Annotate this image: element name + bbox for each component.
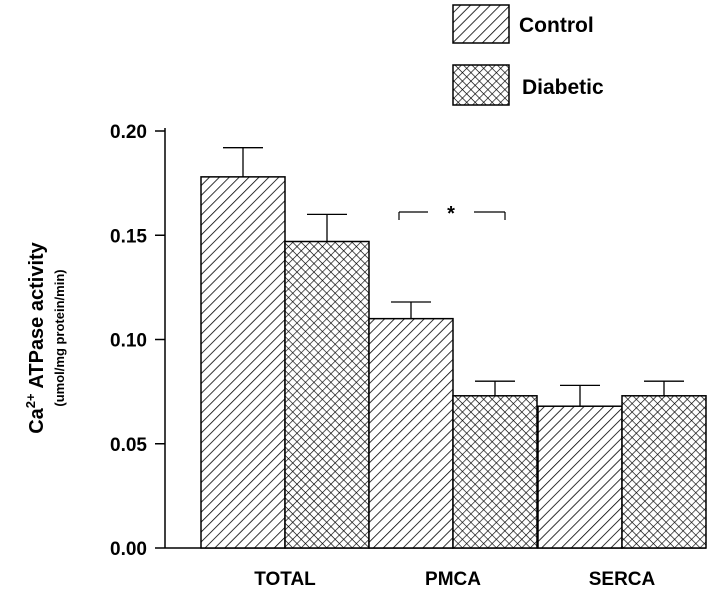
significance-star: *	[447, 203, 455, 225]
bar-diabetic-pmca	[452, 395, 538, 549]
category-label-total: TOTAL	[254, 569, 316, 590]
error-bars	[223, 147, 684, 407]
y-tick-label: 0.20	[110, 122, 147, 143]
y-tick-label: 0.00	[110, 539, 147, 560]
y-axis-unit: (umol/mg protein/min)	[52, 269, 67, 406]
y-tick-label: 0.15	[110, 226, 147, 247]
y-tick-label: 0.05	[110, 435, 147, 456]
bar-control-total	[200, 176, 286, 549]
category-label-pmca: PMCA	[425, 569, 481, 590]
bar-diabetic-total	[284, 240, 370, 549]
legend-label-control: Control	[519, 14, 594, 37]
y-tick-label: 0.10	[110, 331, 147, 352]
legend: Control Diabetic	[452, 4, 604, 106]
y-ticks: 0.00 0.05 0.10 0.15 0.20	[110, 122, 165, 560]
category-label-serca: SERCA	[589, 569, 656, 590]
bar-control-pmca	[368, 317, 454, 549]
significance-bracket: *	[398, 203, 506, 225]
bar-diabetic-serca	[621, 395, 707, 549]
y-axis-title-sup: 2+	[23, 393, 38, 408]
legend-swatch-diabetic	[452, 64, 510, 106]
y-axis-label: Ca2+ ATPase activity (umol/mg protein/mi…	[23, 241, 67, 433]
legend-swatch-control	[452, 4, 510, 44]
y-axis-title: Ca2+ ATPase activity	[23, 241, 48, 433]
legend-label-diabetic: Diabetic	[522, 76, 604, 99]
bar-control-serca	[537, 405, 623, 549]
y-axis-title-ca: Ca	[26, 407, 48, 433]
bars	[200, 176, 707, 549]
category-labels: TOTAL PMCA SERCA	[254, 569, 655, 590]
y-axis-title-rest: ATPase activity	[26, 241, 48, 393]
